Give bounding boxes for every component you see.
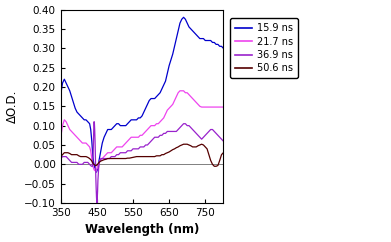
50.6 ns <box>95 163 100 166</box>
Y-axis label: ΔO.D.: ΔO.D. <box>5 90 18 123</box>
Line: 50.6 ns: 50.6 ns <box>61 144 223 166</box>
21.7 ns <box>178 89 182 92</box>
21.7 ns <box>185 91 190 94</box>
21.7 ns <box>221 106 226 108</box>
21.7 ns <box>58 136 63 139</box>
X-axis label: Wavelength (nm): Wavelength (nm) <box>85 223 199 236</box>
15.9 ns <box>94 171 99 174</box>
50.6 ns <box>58 155 63 158</box>
50.6 ns <box>134 155 139 158</box>
36.9 ns <box>208 128 213 131</box>
15.9 ns <box>136 116 141 119</box>
Line: 36.9 ns: 36.9 ns <box>61 122 223 203</box>
21.7 ns <box>95 165 100 168</box>
Legend: 15.9 ns, 21.7 ns, 36.9 ns, 50.6 ns: 15.9 ns, 21.7 ns, 36.9 ns, 50.6 ns <box>230 18 298 78</box>
21.7 ns <box>149 124 153 127</box>
50.6 ns <box>181 143 186 146</box>
21.7 ns <box>93 171 98 174</box>
21.7 ns <box>64 120 68 123</box>
36.9 ns <box>91 120 96 123</box>
15.9 ns <box>95 167 100 170</box>
36.9 ns <box>131 147 135 150</box>
15.9 ns <box>181 16 186 19</box>
15.9 ns <box>64 82 68 84</box>
15.9 ns <box>58 93 63 96</box>
36.9 ns <box>58 157 63 160</box>
50.6 ns <box>71 153 76 156</box>
50.6 ns <box>64 151 68 154</box>
15.9 ns <box>149 97 153 100</box>
36.9 ns <box>221 140 226 143</box>
15.9 ns <box>221 47 226 50</box>
50.6 ns <box>147 155 152 158</box>
50.6 ns <box>221 151 226 154</box>
15.9 ns <box>71 101 76 104</box>
Line: 15.9 ns: 15.9 ns <box>61 17 223 172</box>
36.9 ns <box>94 186 99 189</box>
Line: 21.7 ns: 21.7 ns <box>61 91 223 172</box>
36.9 ns <box>95 178 100 181</box>
21.7 ns <box>136 136 141 139</box>
36.9 ns <box>64 155 68 158</box>
50.6 ns <box>183 143 188 146</box>
50.6 ns <box>212 165 217 168</box>
21.7 ns <box>71 132 76 135</box>
36.9 ns <box>95 202 99 204</box>
15.9 ns <box>185 22 190 24</box>
36.9 ns <box>217 136 222 139</box>
